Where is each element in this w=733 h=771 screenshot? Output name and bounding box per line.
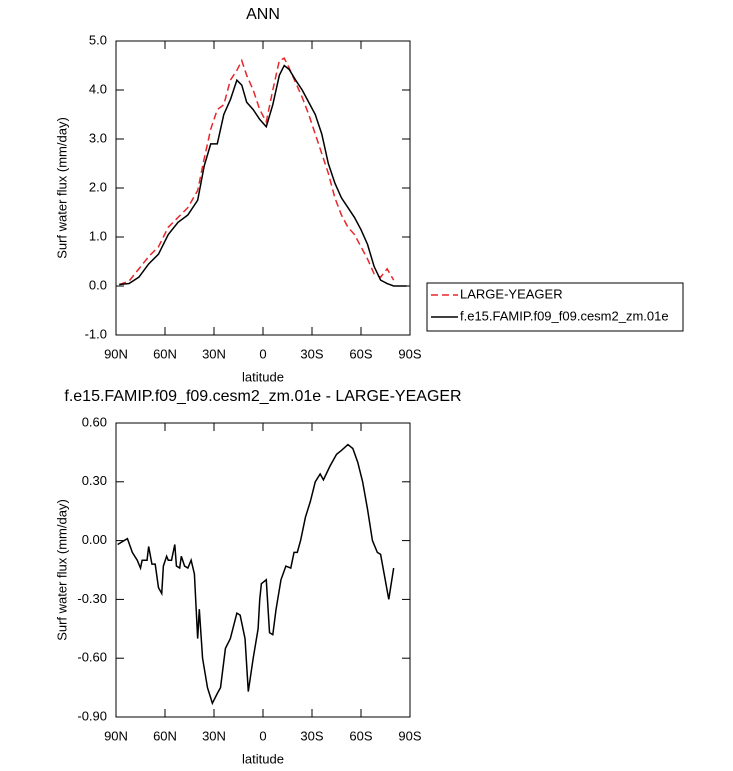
x-tick-label: 90N bbox=[104, 728, 128, 743]
legend-box bbox=[426, 282, 684, 332]
y-tick-label: 0.30 bbox=[82, 473, 107, 488]
chart-title: ANN bbox=[246, 6, 280, 23]
x-tick-label: 0 bbox=[259, 728, 266, 743]
y-tick-label: -0.60 bbox=[77, 650, 107, 665]
x-tick-label: 60N bbox=[153, 728, 177, 743]
x-tick-label: 90S bbox=[398, 346, 421, 361]
x-tick-label: 60S bbox=[349, 728, 372, 743]
x-tick-label: 60N bbox=[153, 346, 177, 361]
y-tick-label: 1.0 bbox=[89, 228, 107, 243]
y-tick-label: 2.0 bbox=[89, 179, 107, 194]
data-line bbox=[119, 57, 395, 286]
data-line bbox=[117, 443, 395, 706]
y-tick-label: -1.0 bbox=[85, 326, 107, 341]
y-tick-label: 4.0 bbox=[89, 81, 107, 96]
x-tick-label: 30N bbox=[202, 346, 226, 361]
x-axis-label: latitude bbox=[242, 369, 284, 384]
x-tick-label: 90S bbox=[398, 728, 421, 743]
y-tick-label: 5.0 bbox=[89, 32, 107, 47]
y-tick-label: 0.00 bbox=[82, 532, 107, 547]
y-tick-label: 3.0 bbox=[89, 130, 107, 145]
legend-label: f.e15.FAMIP.f09_f09.cesm2_zm.01e bbox=[460, 308, 669, 323]
plot-frame bbox=[115, 40, 411, 336]
plot-frame bbox=[115, 422, 411, 718]
x-axis-label: latitude bbox=[242, 751, 284, 766]
x-tick-label: 30N bbox=[202, 728, 226, 743]
y-tick-label: -0.30 bbox=[77, 591, 107, 606]
y-axis-label: Surf water flux (mm/day) bbox=[54, 499, 69, 641]
y-axis-label: Surf water flux (mm/day) bbox=[54, 117, 69, 259]
x-tick-label: 30S bbox=[300, 728, 323, 743]
x-tick-label: 90N bbox=[104, 346, 128, 361]
y-tick-label: -0.90 bbox=[77, 708, 107, 723]
legend-label: LARGE-YEAGER bbox=[460, 286, 563, 301]
chart-title: f.e15.FAMIP.f09_f09.cesm2_zm.01e - LARGE… bbox=[64, 388, 461, 405]
y-tick-label: 0.0 bbox=[89, 277, 107, 292]
data-line bbox=[119, 64, 407, 287]
x-tick-label: 60S bbox=[349, 346, 372, 361]
y-tick-label: 0.60 bbox=[82, 414, 107, 429]
x-tick-label: 30S bbox=[300, 346, 323, 361]
x-tick-label: 0 bbox=[259, 346, 266, 361]
